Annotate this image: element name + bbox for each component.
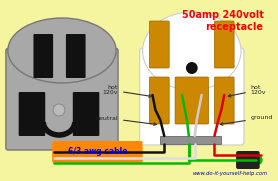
FancyBboxPatch shape — [19, 92, 45, 136]
FancyBboxPatch shape — [150, 77, 169, 124]
Text: www.do-it-yourself-help.com: www.do-it-yourself-help.com — [192, 171, 267, 176]
Text: hot
120v: hot 120v — [228, 85, 266, 97]
Circle shape — [253, 155, 263, 165]
Text: neutral: neutral — [95, 115, 156, 125]
Text: 50amp 240volt
receptacle: 50amp 240volt receptacle — [182, 10, 264, 32]
Ellipse shape — [8, 18, 116, 83]
FancyBboxPatch shape — [52, 141, 143, 163]
FancyBboxPatch shape — [73, 92, 99, 136]
Circle shape — [186, 62, 198, 74]
FancyBboxPatch shape — [150, 21, 169, 68]
FancyBboxPatch shape — [66, 34, 86, 78]
Bar — [160, 136, 221, 144]
FancyBboxPatch shape — [33, 34, 53, 78]
Text: ground: ground — [220, 115, 273, 125]
Text: hot
120v: hot 120v — [103, 85, 152, 97]
FancyBboxPatch shape — [175, 77, 208, 124]
FancyBboxPatch shape — [140, 48, 244, 145]
Text: 6/3 awg cable: 6/3 awg cable — [68, 148, 127, 157]
FancyBboxPatch shape — [236, 151, 260, 169]
Ellipse shape — [143, 12, 241, 90]
FancyBboxPatch shape — [214, 77, 234, 124]
FancyBboxPatch shape — [214, 21, 234, 68]
Circle shape — [53, 104, 65, 116]
FancyBboxPatch shape — [6, 49, 118, 150]
